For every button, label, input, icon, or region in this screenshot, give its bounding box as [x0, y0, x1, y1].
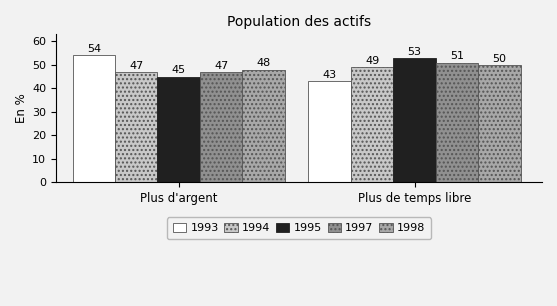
Text: 45: 45: [172, 65, 185, 76]
Text: 54: 54: [87, 44, 101, 54]
Bar: [115, 72, 158, 182]
Legend: 1993, 1994, 1995, 1997, 1998: 1993, 1994, 1995, 1997, 1998: [167, 217, 431, 239]
Bar: [200, 72, 242, 182]
Bar: [158, 76, 200, 182]
Text: 51: 51: [450, 51, 464, 61]
Bar: [72, 55, 115, 182]
Text: 43: 43: [323, 70, 337, 80]
Bar: [393, 58, 436, 182]
Text: 50: 50: [492, 54, 506, 64]
Text: 53: 53: [408, 47, 422, 57]
Bar: [436, 62, 478, 182]
Text: 48: 48: [256, 58, 271, 68]
Bar: [478, 65, 521, 182]
Title: Population des actifs: Population des actifs: [227, 15, 371, 29]
Text: 49: 49: [365, 56, 379, 66]
Text: 47: 47: [129, 61, 143, 71]
Y-axis label: En %: En %: [15, 93, 28, 123]
Text: 47: 47: [214, 61, 228, 71]
Bar: [309, 81, 351, 182]
Bar: [242, 69, 285, 182]
Bar: [351, 67, 393, 182]
